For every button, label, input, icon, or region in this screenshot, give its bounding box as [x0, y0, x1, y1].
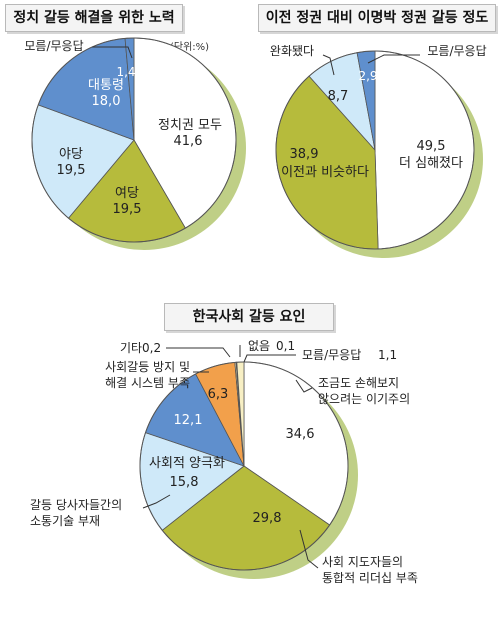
c3-label-comm-1: 갈등 당사자들간의: [30, 498, 122, 512]
c3-label-etc: 기타: [120, 341, 142, 355]
c3-value-comm: 15,8: [170, 475, 199, 490]
leader-c3-selfish: [295, 379, 313, 393]
chart3-title: 한국사회 갈등 요인: [164, 303, 334, 331]
pie-3: [139, 361, 349, 571]
c3-label-noresp: 모름/무응답: [302, 348, 361, 362]
c3-label-polar: 사회적 양극화: [149, 456, 225, 471]
leader-c2-eased: [322, 54, 335, 76]
leader-c3-etc: [166, 347, 231, 358]
c1-label-president: 대통령: [88, 78, 124, 93]
c1-label-yadang: 야당: [59, 147, 83, 162]
c2-value-eased: 8,7: [328, 89, 349, 104]
c3-value-none: 0,1: [276, 339, 295, 353]
chart2-title: 이전 정권 대비 이명박 정권 갈등 정도: [258, 4, 496, 32]
c3-label-selfish-1: 조금도 손해보지: [318, 376, 399, 390]
c1-value-noresp: 1,4: [116, 65, 135, 79]
c1-label-jeongchi: 정치권 모두: [158, 118, 222, 133]
c3-label-system-2: 해결 시스템 부족: [105, 376, 190, 390]
pie-1-outline: [31, 37, 237, 243]
c1-label-yeodang: 여당: [115, 186, 139, 201]
c2-label-eased: 완화됐다: [270, 44, 314, 58]
pie-1: [31, 37, 237, 243]
leader-c3-noresp: [243, 354, 296, 363]
unit-note: (단위:%): [170, 42, 210, 53]
leader-c1-noresp: [92, 46, 133, 59]
c3-label-system-1: 사회갈등 방지 및: [105, 360, 190, 374]
c3-label-leader-1: 사회 지도자들의: [322, 555, 403, 569]
c3-label-none: 없음: [248, 339, 270, 353]
leader-lines: [92, 46, 420, 569]
c2-label-similar: 이전과 비슷하다: [281, 165, 369, 180]
c1-value-jeongchi: 41,6: [174, 134, 203, 149]
c3-value-system: 6,3: [208, 387, 229, 402]
c1-value-yadang: 19,5: [57, 163, 86, 178]
c2-label-worse: 더 심해졌다: [399, 156, 463, 171]
c3-value-selfish: 34,6: [286, 427, 315, 442]
c2-value-noresp: 2,9: [358, 69, 377, 83]
c1-value-yeodang: 19,5: [113, 202, 142, 217]
pie-2-outline: [275, 50, 475, 250]
c3-label-comm-2: 소통기술 부재: [30, 514, 100, 528]
leader-c3-comm: [142, 494, 171, 509]
c2-label-noresp: 모름/무응답: [427, 44, 486, 58]
c3-value-polar: 12,1: [174, 413, 203, 428]
pie-2: [275, 50, 475, 250]
c3-value-etc: 0,2: [142, 341, 161, 355]
leader-c2-noresp: [367, 54, 420, 64]
c3-label-selfish-2: 않으려는 이기주의: [318, 392, 410, 406]
c1-label-noresp: 모름/무응답: [24, 39, 83, 53]
c2-value-worse: 49,5: [417, 139, 446, 154]
c3-label-leader-2: 통합적 리더십 부족: [322, 571, 418, 585]
c3-value-leader: 29,8: [253, 511, 282, 526]
c2-value-similar: 38,9: [290, 147, 319, 162]
chart1-title: 정치 갈등 해결을 위한 노력: [5, 4, 183, 32]
leader-c3-leader: [299, 529, 319, 569]
c3-value-noresp: 1,1: [378, 348, 397, 362]
c1-value-president: 18,0: [92, 94, 121, 109]
